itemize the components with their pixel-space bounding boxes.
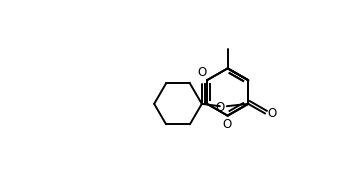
Text: O: O bbox=[222, 118, 231, 131]
Text: O: O bbox=[197, 66, 206, 79]
Text: O: O bbox=[216, 101, 225, 114]
Text: O: O bbox=[267, 107, 277, 120]
